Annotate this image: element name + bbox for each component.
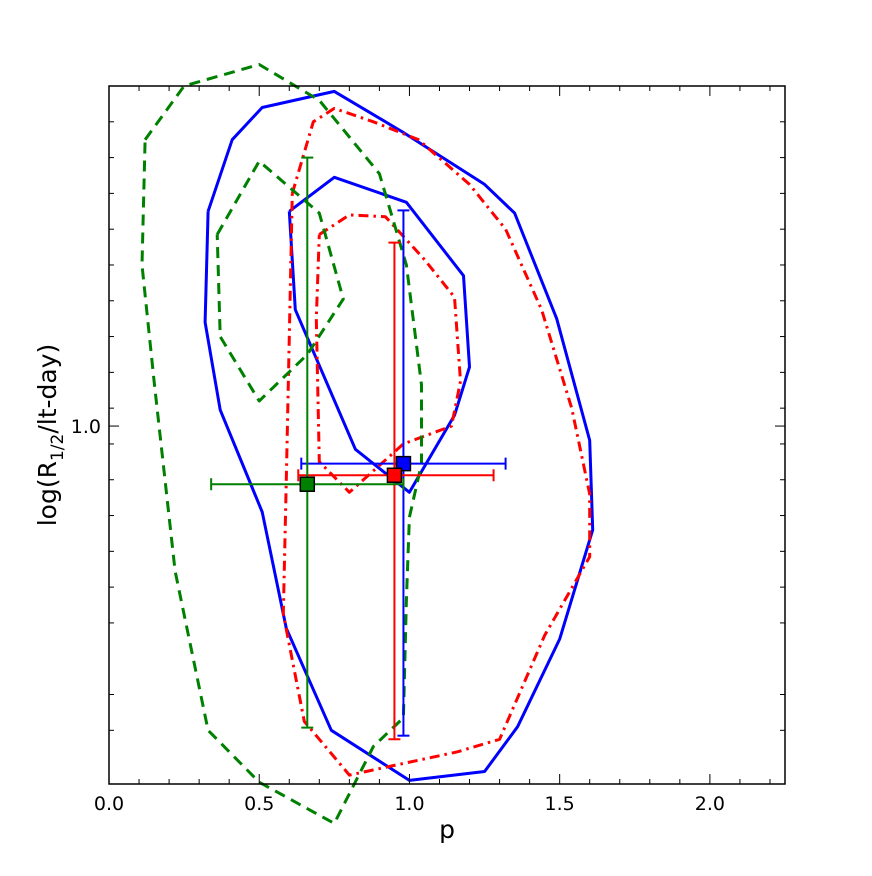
contour-series-2-level-0: [140, 63, 423, 825]
contour-series-1-level-0: [281, 106, 592, 777]
contour-series-0-level-0: [203, 89, 595, 782]
ticks-layer: 0.0 0.5 1.0 1.5 2.0 1.0: [71, 86, 785, 815]
x-tick-label-4: 2.0: [695, 793, 725, 815]
x-tick-label-0: 0.0: [94, 793, 124, 815]
contour-series-2-level-1: [215, 159, 345, 403]
contours-layer: [140, 63, 595, 825]
contour-series-0-level-1: [287, 175, 471, 494]
y-axis-label: log(R1/2/lt-day): [33, 344, 68, 527]
x-tick-label-1: 0.5: [244, 793, 274, 815]
data-point-1: [386, 467, 403, 484]
y-axis-label-main: log(R: [33, 461, 62, 526]
x-tick-label-2: 1.0: [394, 793, 424, 815]
data-point-2: [299, 476, 316, 492]
error-bars-layer: [210, 156, 507, 741]
y-axis-label-tail: /lt-day): [33, 344, 62, 434]
y-axis-label-subscript: 1/2: [48, 434, 68, 461]
contour-series-1-level-1: [314, 213, 462, 494]
x-tick-label-3: 1.5: [545, 793, 575, 815]
x-axis-label: p: [439, 815, 455, 844]
plot-frame: [108, 85, 786, 785]
y-tick-label-0: 1.0: [71, 416, 101, 438]
points-layer: [299, 455, 412, 492]
data-point-0: [395, 455, 412, 472]
